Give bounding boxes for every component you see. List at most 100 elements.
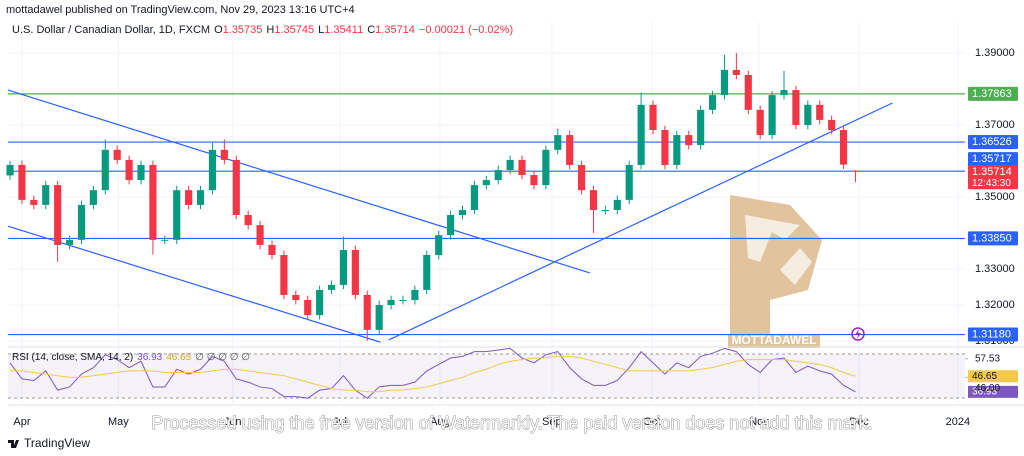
level-label: 1.33850 — [972, 232, 1012, 244]
level-label-bg — [968, 231, 1018, 246]
candle-body — [375, 305, 383, 330]
candle-body — [65, 239, 74, 245]
logo-text: MOTTADAWEL — [731, 333, 816, 347]
candle-body — [673, 135, 681, 165]
candle-body — [828, 119, 836, 131]
candle-body — [113, 149, 121, 160]
logo-text-bg — [728, 334, 820, 348]
rsi-last: 36.93 — [137, 352, 162, 363]
candle-body — [125, 159, 133, 181]
candle-body — [149, 164, 157, 240]
logo-watermark: MOTTADAWEL — [728, 195, 822, 348]
candle-body — [42, 185, 50, 205]
candle-body — [18, 164, 26, 200]
candle-body — [137, 164, 145, 181]
candle-body — [185, 190, 193, 205]
rsi-sma-last: 46.65 — [166, 352, 191, 363]
last-price-label: 1.35714 — [972, 166, 1012, 178]
candle-body — [208, 149, 217, 191]
symbol-title: U.S. Dollar / Canadian Dollar, 1D, FXCM — [12, 24, 210, 36]
level-label: 1.31180 — [972, 328, 1011, 340]
level-label: 1.35717 — [972, 153, 1012, 165]
candle-body — [173, 190, 181, 240]
candle-body — [530, 175, 538, 186]
x-tick-label: Oct — [643, 416, 660, 428]
candle-body — [280, 254, 288, 295]
value-label: 36.93 — [972, 387, 997, 398]
value-label: 46.65 — [972, 371, 997, 382]
logo-cut — [745, 215, 800, 262]
ohlc-open: 1.35735 — [223, 24, 263, 36]
x-tick-label: Jun — [224, 416, 242, 428]
ohlc-letter: H — [266, 24, 274, 36]
candle-body — [327, 284, 336, 290]
candle-body — [637, 104, 645, 165]
candle-body — [732, 69, 740, 75]
candle-body — [196, 190, 205, 205]
candle-body — [363, 294, 371, 330]
candle-body — [482, 180, 490, 186]
candle-body — [30, 199, 38, 205]
candle-body — [708, 95, 717, 110]
candle-body — [494, 169, 502, 181]
alert-icon[interactable] — [851, 327, 865, 341]
watermark-text: Processed using the free version of Wate… — [151, 413, 872, 433]
candle-body — [351, 249, 359, 295]
rsi-title: RSI (14, close, SMA, 14, 2) — [12, 352, 133, 363]
ohlc-high: 1.35745 — [274, 24, 314, 36]
x-tick-label: Dec — [849, 416, 869, 428]
y-tick-label: 1.39000 — [975, 47, 1015, 59]
rsi-legend: RSI (14, close, SMA, 14, 2) 36.93 46.65 ∅ ∅… — [12, 352, 250, 363]
candle-body — [601, 209, 609, 211]
y-tick-label: 1.32000 — [975, 299, 1015, 311]
level-label-bg — [968, 86, 1018, 101]
candle-body — [304, 299, 312, 316]
candle-body — [744, 74, 752, 110]
value-label-bg — [968, 385, 1018, 398]
candle-body — [804, 104, 812, 125]
candle-body — [768, 95, 776, 136]
logo-cut — [780, 248, 812, 285]
candle-body — [578, 164, 586, 191]
candle-body — [161, 239, 169, 241]
candle-body — [292, 294, 300, 300]
candle-body — [661, 130, 669, 165]
y-tick-label: 57.53 — [975, 353, 1000, 364]
rsi-inputs: ∅ ∅ ∅ ∅ ∅ — [195, 352, 250, 363]
brand-name: TradingView — [24, 436, 90, 450]
candle-body — [458, 209, 467, 216]
candle-body — [518, 159, 526, 176]
x-tick-label: 2024 — [946, 416, 970, 428]
published-line: mottadawel published on TradingView.com,… — [6, 4, 355, 16]
candle-body — [220, 149, 228, 160]
candle-body — [399, 299, 407, 301]
candle-body — [816, 104, 824, 120]
candle-body — [256, 225, 264, 245]
plot-layer — [6, 52, 965, 399]
candle-body — [625, 164, 633, 200]
candle-body — [316, 289, 324, 316]
candle-body — [554, 135, 562, 150]
ohlc-letter: O — [214, 24, 223, 36]
ohlc-letter: C — [367, 24, 375, 36]
trend-line — [7, 89, 591, 274]
candle-body — [542, 149, 550, 186]
x-tick-label: Aug — [430, 416, 450, 428]
alert-bolt — [855, 329, 861, 339]
candle-body — [423, 254, 431, 290]
candle-body — [839, 130, 848, 165]
candle-body — [89, 190, 97, 205]
candle-body — [268, 244, 276, 255]
candle-body — [77, 204, 86, 240]
ohlc-change: −0.00021 (−0.02%) — [419, 24, 513, 36]
candle-body — [232, 159, 240, 216]
candle-body — [649, 104, 657, 131]
countdown: 12:43:30 — [972, 178, 1011, 189]
candle-body — [6, 164, 14, 176]
x-tick-label: Sep — [542, 416, 562, 428]
candle-body — [387, 299, 395, 306]
level-label-bg — [968, 152, 1018, 167]
candle-body — [244, 215, 252, 226]
candle-body — [435, 235, 443, 255]
